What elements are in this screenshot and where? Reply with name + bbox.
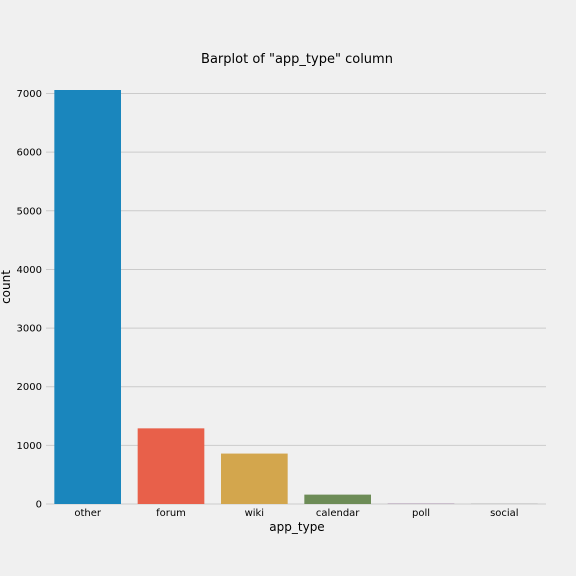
x-tick-label-forum: forum [156, 508, 186, 519]
bar-wiki [221, 453, 288, 504]
chart-title: Barplot of "app_type" column [201, 52, 393, 67]
y-axis-ticks: 0 1000 2000 3000 4000 5000 6000 7000 [17, 89, 42, 510]
bars [54, 90, 538, 504]
x-tick-label-calendar: calendar [316, 508, 360, 519]
bar-calendar [304, 494, 371, 504]
y-tick-label: 3000 [17, 324, 42, 335]
x-tick-label-social: social [490, 508, 519, 519]
bar-forum [137, 428, 205, 504]
x-tick-label-poll: poll [412, 508, 430, 519]
y-tick-label: 2000 [17, 382, 42, 393]
gridlines [46, 93, 546, 505]
bar-other [54, 90, 122, 504]
y-tick-label: 4000 [17, 265, 42, 276]
x-axis-label: app_type [269, 520, 324, 534]
y-tick-label: 5000 [17, 206, 42, 217]
y-tick-label: 1000 [17, 441, 42, 452]
x-tick-label-wiki: wiki [245, 508, 265, 519]
y-tick-label: 7000 [17, 89, 42, 100]
y-tick-label: 6000 [17, 148, 42, 159]
y-tick-label: 0 [36, 500, 42, 511]
y-axis-label: count [0, 270, 13, 304]
x-axis-ticks: other forum wiki calendar poll social [74, 508, 518, 519]
x-tick-label-other: other [74, 508, 102, 519]
